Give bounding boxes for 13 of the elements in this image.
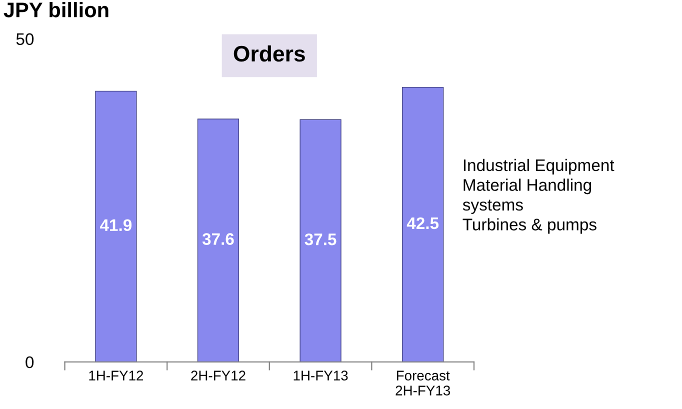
- x-tick-label: 1H-FY13: [294, 370, 348, 380]
- x-tick-label: 1H-FY12: [89, 370, 144, 380]
- y-tick-label: 0: [26, 356, 34, 368]
- data-label: 37.6: [202, 233, 234, 245]
- chart-title: Orders: [234, 45, 305, 62]
- annotation: Industrial Equipment Material Handling systems Turbines & pumps: [462, 158, 614, 234]
- y-tick-label: 50: [16, 33, 34, 46]
- x-tick-label: Forecast 2H-FY13: [396, 370, 450, 396]
- data-label: 37.5: [304, 233, 336, 246]
- x-tick-label: 2H-FY12: [191, 370, 246, 380]
- y-axis-title: JPY billion: [4, 2, 108, 18]
- data-label: 41.9: [100, 219, 132, 232]
- data-label: 42.5: [406, 217, 439, 230]
